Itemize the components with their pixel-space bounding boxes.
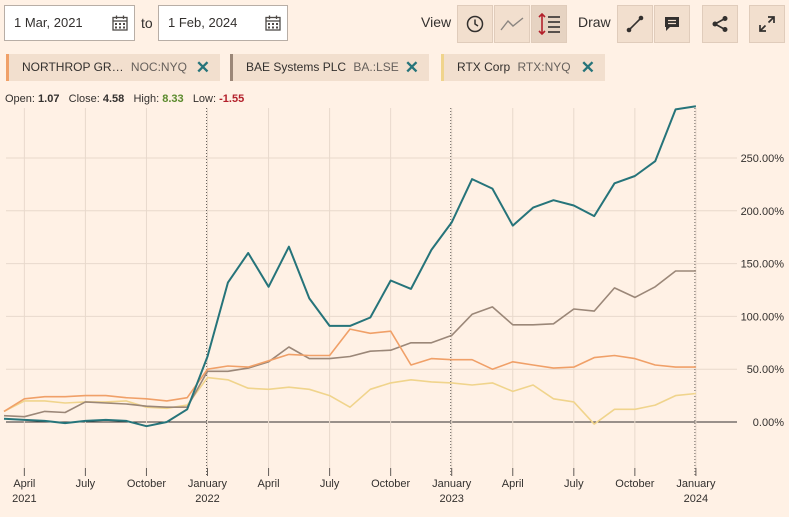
low-value: -1.55 (219, 93, 245, 105)
line-chart-icon (500, 17, 524, 31)
primary-series-line (3, 105, 697, 428)
view-label: View (421, 14, 452, 30)
x-year-label: 2021 (12, 493, 36, 505)
remove-series-icon[interactable]: ✕ (195, 58, 210, 77)
open-value: 1.07 (38, 93, 60, 105)
x-tick-label: October (127, 478, 166, 490)
series-chip-symbol: NOC:NYQ (130, 60, 187, 74)
high-label: High: (133, 93, 160, 105)
start-date-value: 1 Mar, 2021 (14, 15, 83, 30)
series-chip-name: NORTHROP GR… (22, 60, 124, 74)
x-year-label: 2024 (684, 493, 708, 505)
draw-line-icon (626, 15, 644, 33)
x-tick-label: October (615, 478, 654, 490)
y-tick-label: 250.00% (741, 153, 785, 165)
x-year-label: 2023 (439, 493, 463, 505)
x-year-label: 2022 (195, 493, 219, 505)
rtx-line (3, 376, 696, 425)
y-tick-label: 150.00% (741, 259, 785, 271)
clock-icon (466, 15, 484, 33)
comparison-scale-icon (538, 13, 560, 35)
series-chip-name: BAE Systems PLC (246, 60, 347, 74)
y-tick-label: 100.00% (741, 311, 785, 323)
series-chip-noc: NORTHROP GR… NOC:NYQ ✕ (6, 54, 220, 81)
x-tick-label: January (432, 478, 472, 490)
series-chip-bae: BAE Systems PLC BA.:LSE ✕ (230, 54, 429, 81)
remove-series-icon[interactable]: ✕ (404, 58, 419, 77)
bae-line (3, 270, 696, 418)
close-label: Close: (68, 93, 100, 105)
expand-icon (759, 16, 775, 32)
high-value: 8.33 (162, 93, 184, 105)
series-chip-rtx: RTX Corp RTX:NYQ ✕ (441, 54, 605, 81)
y-tick-label: 200.00% (741, 206, 785, 218)
x-tick-label: April (258, 478, 280, 490)
comment-icon (665, 17, 679, 31)
comparison-view-button[interactable] (531, 5, 567, 43)
share-button[interactable] (702, 5, 738, 43)
calendar-icon[interactable] (265, 15, 281, 31)
x-tick-label: January (676, 478, 716, 490)
end-date-value: 1 Feb, 2024 (168, 15, 238, 30)
x-tick-label: April (13, 478, 35, 490)
series-chip-symbol: RTX:NYQ (517, 60, 571, 74)
start-date-field[interactable]: 1 Mar, 2021 (4, 5, 135, 41)
close-value: 4.58 (102, 93, 125, 105)
x-tick-label: July (564, 478, 584, 490)
annotate-button[interactable] (654, 5, 690, 43)
x-tick-label: April (502, 478, 524, 490)
y-tick-label: 0.00% (753, 417, 784, 429)
share-icon (712, 16, 728, 32)
x-tick-label: July (320, 478, 340, 490)
draw-line-button[interactable] (617, 5, 653, 43)
ohlc-stats: Open: 1.07 Close: 4.58 High: 8.33 Low: -… (5, 93, 244, 105)
calendar-icon[interactable] (112, 15, 128, 31)
series-chip-symbol: BA.:LSE (353, 60, 399, 74)
low-label: Low: (192, 93, 217, 105)
line-chart-view-button[interactable] (494, 5, 530, 43)
open-label: Open: (5, 93, 35, 105)
series-chip-name: RTX Corp (457, 60, 511, 74)
date-range-to-label: to (141, 15, 153, 31)
x-tick-label: January (188, 478, 228, 490)
y-tick-label: 50.00% (747, 364, 785, 376)
time-view-button[interactable] (457, 5, 493, 43)
noc-line (3, 328, 696, 413)
x-tick-label: July (76, 478, 96, 490)
end-date-field[interactable]: 1 Feb, 2024 (158, 5, 288, 41)
fullscreen-button[interactable] (749, 5, 785, 43)
x-tick-label: October (371, 478, 410, 490)
remove-series-icon[interactable]: ✕ (580, 58, 595, 77)
draw-label: Draw (578, 14, 611, 30)
